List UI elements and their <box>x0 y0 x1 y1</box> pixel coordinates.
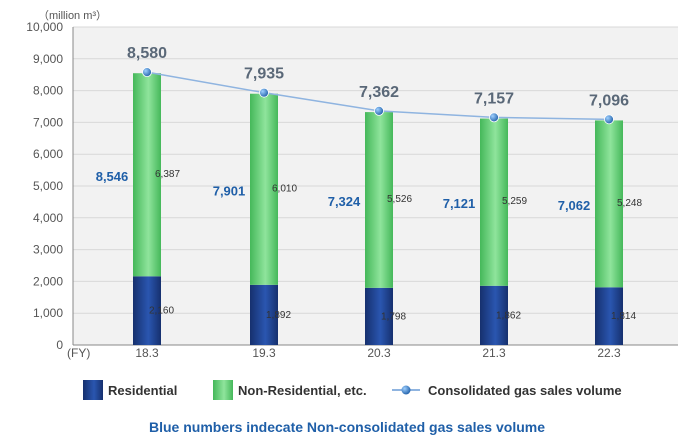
non-residential-value-label: 5,248 <box>617 198 642 209</box>
legend-swatch-non-residential <box>213 380 233 400</box>
unit-label: （million m³） <box>38 9 107 22</box>
x-category-label: 21.3 <box>482 346 506 360</box>
non-residential-value-label: 5,259 <box>502 196 527 207</box>
bar-residential <box>133 276 161 345</box>
non-consolidated-value-label: 7,901 <box>213 183 246 198</box>
x-category-label: 20.3 <box>367 346 391 360</box>
residential-value-label: 2,160 <box>149 306 174 317</box>
legend-label-consolidated: Consolidated gas sales volume <box>428 383 622 398</box>
y-tick-label: 0 <box>56 338 63 352</box>
bar-residential <box>365 287 393 345</box>
consolidated-value-label: 7,157 <box>474 90 514 107</box>
bar-non-residential <box>480 118 508 286</box>
y-tick-label: 8,000 <box>33 84 63 98</box>
x-axis-prefix: (FY) <box>67 346 90 360</box>
y-tick-label: 3,000 <box>33 243 63 257</box>
consolidated-point <box>259 87 269 98</box>
legend-label-non-residential: Non-Residential, etc. <box>238 383 367 398</box>
bar-non-residential <box>250 93 278 285</box>
footnote: Blue numbers indecate Non-consolidated g… <box>149 419 545 435</box>
bar-residential <box>480 285 508 345</box>
legend-marker-consolidated <box>401 385 411 395</box>
x-category-label: 22.3 <box>597 346 621 360</box>
y-tick-label: 6,000 <box>33 147 63 161</box>
residential-value-label: 1,862 <box>496 310 521 321</box>
y-tick-label: 10,000 <box>26 20 63 34</box>
non-consolidated-value-label: 7,121 <box>443 196 476 211</box>
bar-non-residential <box>133 73 161 277</box>
bar-residential <box>595 287 623 345</box>
y-tick-label: 4,000 <box>33 211 63 225</box>
consolidated-value-label: 7,096 <box>589 92 629 109</box>
bar-residential <box>250 284 278 345</box>
consolidated-point <box>604 114 614 125</box>
legend-swatch-residential <box>83 380 103 400</box>
x-category-label: 18.3 <box>135 346 159 360</box>
consolidated-value-label: 7,935 <box>244 66 284 83</box>
consolidated-point <box>374 105 384 116</box>
bar-non-residential <box>365 112 393 288</box>
bar-non-residential <box>595 120 623 288</box>
non-consolidated-value-label: 8,546 <box>96 169 129 184</box>
non-residential-value-label: 5,526 <box>387 194 412 205</box>
non-consolidated-value-label: 7,324 <box>328 194 361 209</box>
residential-value-label: 1,892 <box>266 310 291 321</box>
y-tick-label: 7,000 <box>33 115 63 129</box>
legend: Residential Non-Residential, etc. Consol… <box>83 380 622 400</box>
x-category-label: 19.3 <box>252 346 276 360</box>
y-tick-label: 9,000 <box>33 52 63 66</box>
consolidated-point <box>489 112 499 123</box>
non-residential-value-label: 6,387 <box>155 169 180 180</box>
y-tick-label: 2,000 <box>33 274 63 288</box>
legend-label-residential: Residential <box>108 383 177 398</box>
consolidated-value-label: 7,362 <box>359 84 399 101</box>
non-consolidated-value-label: 7,062 <box>558 198 591 213</box>
y-tick-label: 1,000 <box>33 306 63 320</box>
non-residential-value-label: 6,010 <box>272 183 297 194</box>
consolidated-value-label: 8,580 <box>127 45 167 62</box>
residential-value-label: 1,798 <box>381 311 406 322</box>
consolidated-point <box>142 67 152 78</box>
y-tick-label: 5,000 <box>33 179 63 193</box>
residential-value-label: 1,814 <box>611 311 636 322</box>
